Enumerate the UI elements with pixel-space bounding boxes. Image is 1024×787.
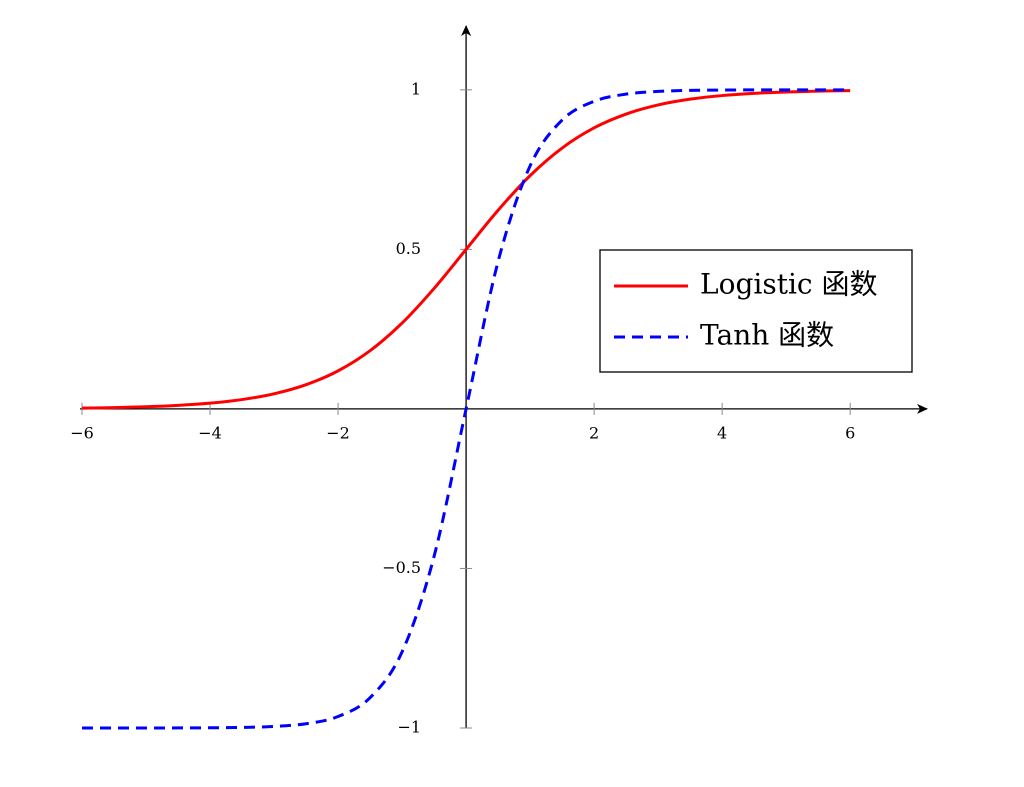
x-tick-label: 6 bbox=[845, 423, 855, 442]
series-line bbox=[81, 88, 851, 730]
x-tick-label: 2 bbox=[589, 423, 599, 442]
x-tick-label: −6 bbox=[70, 423, 94, 442]
y-tick-label: −0.5 bbox=[382, 558, 421, 577]
series-line bbox=[81, 89, 851, 410]
x-tick-label: −4 bbox=[198, 423, 222, 442]
y-tick-label: −1 bbox=[397, 718, 421, 737]
y-tick-label: 0.5 bbox=[396, 239, 421, 258]
legend-label: Logistic 函数 bbox=[700, 268, 878, 301]
legend-label: Tanh 函数 bbox=[700, 319, 834, 352]
y-tick-label: 1 bbox=[411, 79, 421, 98]
legend-box bbox=[599, 249, 913, 373]
x-tick-label: 4 bbox=[717, 423, 727, 442]
x-tick-label: −2 bbox=[326, 423, 350, 442]
